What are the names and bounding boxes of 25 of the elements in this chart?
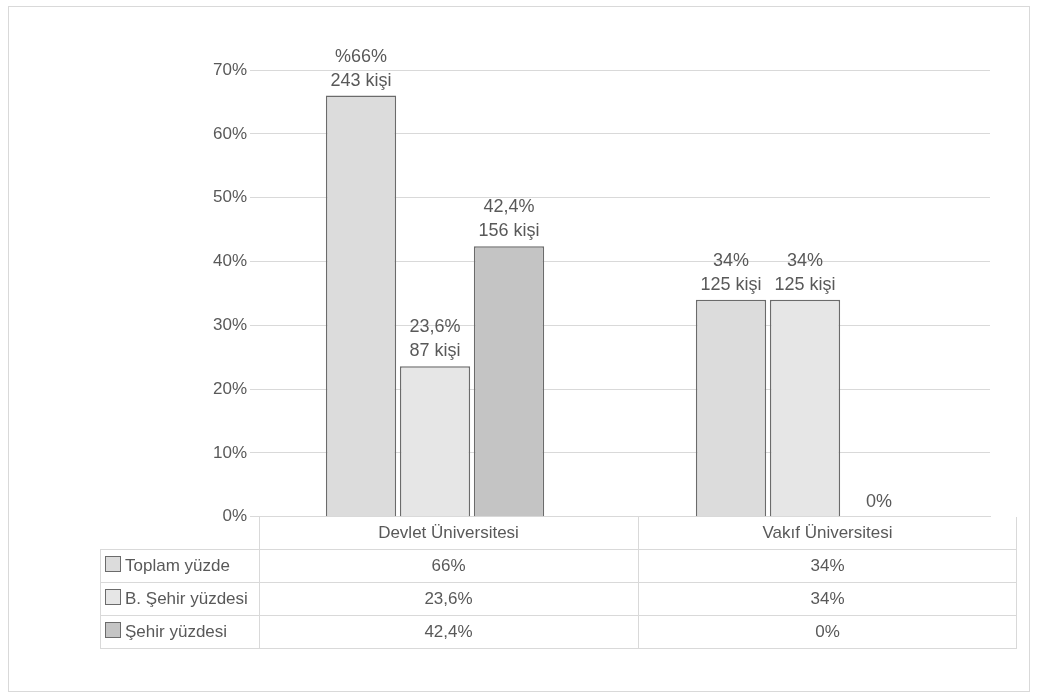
legend-label: Şehir yüzdesi (100, 615, 260, 649)
annotation: %66% 243 kişi (330, 45, 392, 90)
annotation: 23,6% 87 kişi (409, 316, 461, 361)
annotation: 42,4% 156 kişi (478, 196, 540, 241)
annotation: 34% 125 kişi (700, 249, 762, 294)
y-tick-label: 70% (212, 59, 248, 79)
legend-label: B. Şehir yüzdesi (100, 582, 260, 616)
data-label: 66% (259, 549, 638, 583)
y-tick-label: 10% (212, 442, 248, 462)
y-tick-label: 40% (212, 251, 248, 271)
annotation: 34% 125 kişi (774, 249, 836, 294)
data-label: 42,4% (259, 615, 638, 649)
x-tick-label: Devlet Üniversitesi (259, 516, 638, 550)
data-label: 23,6% (259, 582, 638, 616)
data-label: 34% (638, 582, 1017, 616)
x-tick-label: Vakıf Üniversitesi (638, 516, 1017, 550)
annotation: 0% (866, 490, 893, 511)
legend-label: Toplam yüzde (100, 549, 260, 583)
data-label: 34% (638, 549, 1017, 583)
y-tick-label: 30% (212, 315, 248, 334)
y-tick-label: 0% (222, 506, 248, 526)
y-tick-label: 60% (212, 123, 248, 143)
y-tick-label: 50% (212, 187, 248, 207)
y-tick-label: 20% (212, 378, 248, 398)
data-label: 0% (638, 615, 1017, 649)
